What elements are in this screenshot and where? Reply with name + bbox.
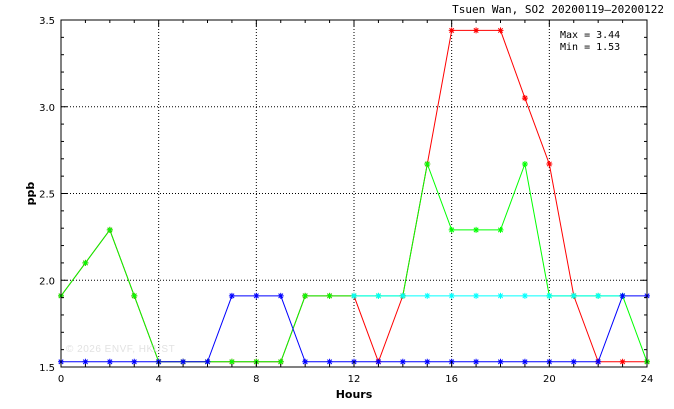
- data-point-marker: [546, 161, 553, 168]
- data-point-marker: [595, 358, 602, 365]
- data-point-marker: [473, 226, 480, 233]
- y-axis-label: ppb: [24, 182, 37, 206]
- x-tick-label: 0: [58, 374, 64, 385]
- x-tick-label: 16: [445, 374, 458, 385]
- x-tick-label: 8: [253, 374, 259, 385]
- data-point-marker: [375, 358, 382, 365]
- max-annotation: Max = 3.44: [560, 30, 621, 41]
- data-point-marker: [424, 161, 431, 168]
- x-tick-label: 12: [348, 374, 361, 385]
- y-tick-label: 2.0: [39, 276, 55, 287]
- data-point-marker: [497, 292, 504, 299]
- data-point-marker: [473, 358, 480, 365]
- data-point-marker: [521, 95, 528, 102]
- data-point-marker: [82, 259, 89, 266]
- chart-title: Tsuen Wan, SO2 20200119—20200122: [452, 3, 664, 16]
- data-point-marker: [106, 358, 113, 365]
- data-point-marker: [595, 292, 602, 299]
- x-tick-label: 4: [155, 374, 161, 385]
- y-tick-label: 3.5: [39, 16, 55, 27]
- data-point-marker: [228, 358, 235, 365]
- data-point-marker: [253, 292, 260, 299]
- data-point-marker: [131, 358, 138, 365]
- data-point-marker: [326, 358, 333, 365]
- data-point-marker: [497, 358, 504, 365]
- data-point-marker: [424, 292, 431, 299]
- data-point-marker: [228, 292, 235, 299]
- data-point-marker: [351, 292, 357, 299]
- y-tick-label: 3.0: [39, 103, 55, 114]
- data-point-marker: [131, 292, 138, 299]
- x-tick-label: 24: [641, 374, 654, 385]
- data-point-marker: [570, 358, 577, 365]
- data-point-marker: [277, 292, 284, 299]
- data-point-marker: [448, 292, 455, 299]
- min-annotation: Min = 1.53: [560, 42, 621, 53]
- data-point-marker: [399, 292, 406, 299]
- grid-lines: [61, 20, 647, 367]
- data-point-marker: [521, 358, 528, 365]
- data-point-marker: [521, 161, 528, 168]
- axis-ticks: 0 4 8 12 16 20 24 1.5 2.0 2.5 3.0 3.5: [39, 16, 653, 385]
- data-point-marker: [302, 358, 309, 365]
- data-point-marker: [399, 358, 406, 365]
- data-point-marker: [497, 226, 504, 233]
- x-tick-label: 20: [543, 374, 556, 385]
- data-point-marker: [277, 358, 284, 365]
- x-axis-label: Hours: [336, 388, 373, 401]
- copyright-watermark: © 2026 ENVF, HKUST: [66, 344, 176, 355]
- data-point-marker: [106, 226, 113, 233]
- y-tick-label: 1.5: [39, 363, 55, 374]
- data-point-marker: [375, 292, 382, 299]
- data-point-marker: [619, 358, 626, 365]
- data-point-marker: [473, 27, 480, 34]
- data-point-marker: [180, 358, 187, 365]
- data-point-marker: [497, 27, 504, 34]
- data-point-marker: [424, 358, 431, 365]
- data-point-marker: [546, 292, 553, 299]
- y-tick-label: 2.5: [39, 190, 55, 201]
- data-point-marker: [302, 292, 309, 299]
- data-point-marker: [326, 292, 333, 299]
- data-point-marker: [448, 27, 455, 34]
- data-point-marker: [521, 292, 528, 299]
- data-point-marker: [82, 358, 89, 365]
- data-point-marker: [448, 226, 455, 233]
- data-point-marker: [473, 292, 480, 299]
- data-point-marker: [570, 292, 577, 299]
- data-point-marker: [204, 358, 211, 365]
- data-point-marker: [619, 292, 626, 299]
